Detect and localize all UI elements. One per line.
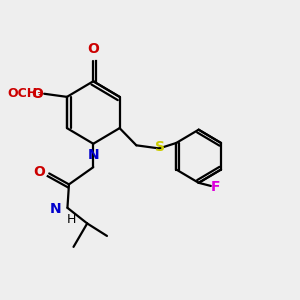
Text: N: N [88,148,99,162]
Text: O: O [34,165,46,179]
Text: F: F [211,180,220,194]
Text: O: O [31,87,43,101]
Text: N: N [50,202,62,216]
Text: O: O [87,42,99,56]
Text: OCH₃: OCH₃ [7,87,43,100]
Text: H: H [67,213,76,226]
Text: S: S [155,140,165,154]
